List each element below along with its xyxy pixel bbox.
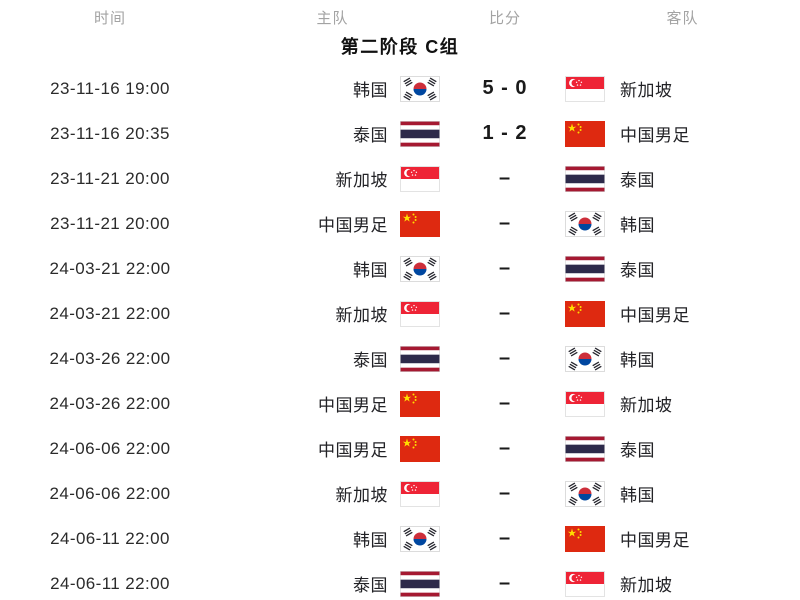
match-time: 23-11-16 19:00 bbox=[50, 78, 170, 98]
flag-singapore-icon bbox=[565, 390, 605, 417]
match-row[interactable]: 24-06-11 22:00 泰国 – 新加坡 bbox=[0, 561, 800, 600]
home-team-name: 中国男足 bbox=[318, 441, 388, 460]
flag-thailand-icon bbox=[400, 120, 440, 147]
flag-china-icon bbox=[400, 435, 440, 462]
match-time: 24-06-11 22:00 bbox=[50, 528, 170, 548]
match-row[interactable]: 24-06-11 22:00 韩国 – 中国男足 bbox=[0, 516, 800, 561]
away-team-name: 中国男足 bbox=[620, 126, 690, 145]
flag-singapore-icon bbox=[565, 570, 605, 597]
match-time: 24-03-26 22:00 bbox=[49, 393, 171, 413]
home-team-name: 中国男足 bbox=[318, 396, 388, 415]
table-header: 时间 主队 比分 客队 bbox=[0, 0, 800, 34]
match-time: 23-11-21 20:00 bbox=[50, 168, 170, 188]
column-header-time: 时间 bbox=[93, 9, 126, 27]
match-row[interactable]: 23-11-16 20:35 泰国 1 - 2 中国男足 bbox=[0, 111, 800, 156]
flag-singapore-icon bbox=[565, 75, 605, 102]
flag-south-korea-icon bbox=[565, 480, 605, 507]
away-team-name: 泰国 bbox=[620, 441, 655, 460]
column-header-away: 客队 bbox=[666, 9, 699, 27]
match-time: 24-03-21 22:00 bbox=[49, 258, 171, 278]
match-row[interactable]: 23-11-16 19:00 韩国 5 - 0 新加坡 bbox=[0, 66, 800, 111]
match-score: – bbox=[498, 167, 512, 189]
match-score: – bbox=[498, 437, 512, 459]
away-team-name: 中国男足 bbox=[620, 306, 690, 325]
flag-south-korea-icon bbox=[400, 75, 440, 102]
flag-singapore-icon bbox=[400, 480, 440, 507]
away-team-name: 泰国 bbox=[620, 171, 655, 190]
match-score: – bbox=[498, 572, 512, 594]
match-time: 24-06-06 22:00 bbox=[49, 438, 171, 458]
match-row[interactable]: 23-11-21 20:00 中国男足 – 韩国 bbox=[0, 201, 800, 246]
home-team-name: 新加坡 bbox=[335, 306, 388, 325]
match-score: – bbox=[498, 347, 512, 369]
home-team-name: 泰国 bbox=[353, 351, 388, 370]
flag-thailand-icon bbox=[565, 255, 605, 282]
match-time: 24-06-11 22:00 bbox=[50, 573, 170, 593]
home-team-name: 泰国 bbox=[353, 576, 388, 595]
flag-china-icon bbox=[565, 120, 605, 147]
match-time: 24-03-26 22:00 bbox=[49, 348, 171, 368]
flag-china-icon bbox=[565, 525, 605, 552]
match-row[interactable]: 24-03-26 22:00 中国男足 – 新加坡 bbox=[0, 381, 800, 426]
flag-thailand-icon bbox=[400, 345, 440, 372]
match-list: 23-11-16 19:00 韩国 5 - 0 新加坡 23-11-16 20:… bbox=[0, 66, 800, 600]
match-score: – bbox=[498, 302, 512, 324]
match-time: 24-03-21 22:00 bbox=[49, 303, 171, 323]
match-score: – bbox=[498, 392, 512, 414]
home-team-name: 韩国 bbox=[353, 261, 388, 280]
away-team-name: 中国男足 bbox=[620, 531, 690, 550]
home-team-name: 泰国 bbox=[353, 126, 388, 145]
home-team-name: 韩国 bbox=[353, 81, 388, 100]
flag-thailand-icon bbox=[565, 165, 605, 192]
flag-thailand-icon bbox=[565, 435, 605, 462]
away-team-name: 新加坡 bbox=[620, 396, 673, 415]
match-row[interactable]: 24-03-21 22:00 新加坡 – 中国男足 bbox=[0, 291, 800, 336]
away-team-name: 泰国 bbox=[620, 261, 655, 280]
match-score: – bbox=[498, 257, 512, 279]
match-row[interactable]: 24-03-21 22:00 韩国 – 泰国 bbox=[0, 246, 800, 291]
match-row[interactable]: 23-11-21 20:00 新加坡 – 泰国 bbox=[0, 156, 800, 201]
home-team-name: 韩国 bbox=[353, 531, 388, 550]
group-title-row: 第二阶段 C组 bbox=[0, 34, 800, 58]
match-score: 1 - 2 bbox=[482, 122, 528, 144]
home-team-name: 中国男足 bbox=[318, 216, 388, 235]
flag-south-korea-icon bbox=[565, 345, 605, 372]
flag-china-icon bbox=[400, 210, 440, 237]
flag-south-korea-icon bbox=[565, 210, 605, 237]
away-team-name: 韩国 bbox=[620, 486, 655, 505]
flag-singapore-icon bbox=[400, 300, 440, 327]
flag-south-korea-icon bbox=[400, 525, 440, 552]
away-team-name: 新加坡 bbox=[620, 81, 673, 100]
group-title: 第二阶段 C组 bbox=[340, 37, 460, 57]
flag-china-icon bbox=[565, 300, 605, 327]
flag-south-korea-icon bbox=[400, 255, 440, 282]
match-score: 5 - 0 bbox=[482, 77, 528, 99]
match-row[interactable]: 24-06-06 22:00 新加坡 – 韩国 bbox=[0, 471, 800, 516]
flag-singapore-icon bbox=[400, 165, 440, 192]
away-team-name: 新加坡 bbox=[620, 576, 673, 595]
match-score: – bbox=[498, 212, 512, 234]
match-row[interactable]: 24-03-26 22:00 泰国 – 韩国 bbox=[0, 336, 800, 381]
match-score: – bbox=[498, 482, 512, 504]
match-time: 23-11-21 20:00 bbox=[50, 213, 170, 233]
away-team-name: 韩国 bbox=[620, 216, 655, 235]
match-score: – bbox=[498, 527, 512, 549]
away-team-name: 韩国 bbox=[620, 351, 655, 370]
flag-thailand-icon bbox=[400, 570, 440, 597]
match-time: 24-06-06 22:00 bbox=[49, 483, 171, 503]
match-row[interactable]: 24-06-06 22:00 中国男足 – 泰国 bbox=[0, 426, 800, 471]
home-team-name: 新加坡 bbox=[335, 486, 388, 505]
match-time: 23-11-16 20:35 bbox=[50, 123, 170, 143]
flag-china-icon bbox=[400, 390, 440, 417]
column-header-home: 主队 bbox=[316, 9, 349, 27]
home-team-name: 新加坡 bbox=[335, 171, 388, 190]
column-header-score: 比分 bbox=[488, 9, 521, 27]
